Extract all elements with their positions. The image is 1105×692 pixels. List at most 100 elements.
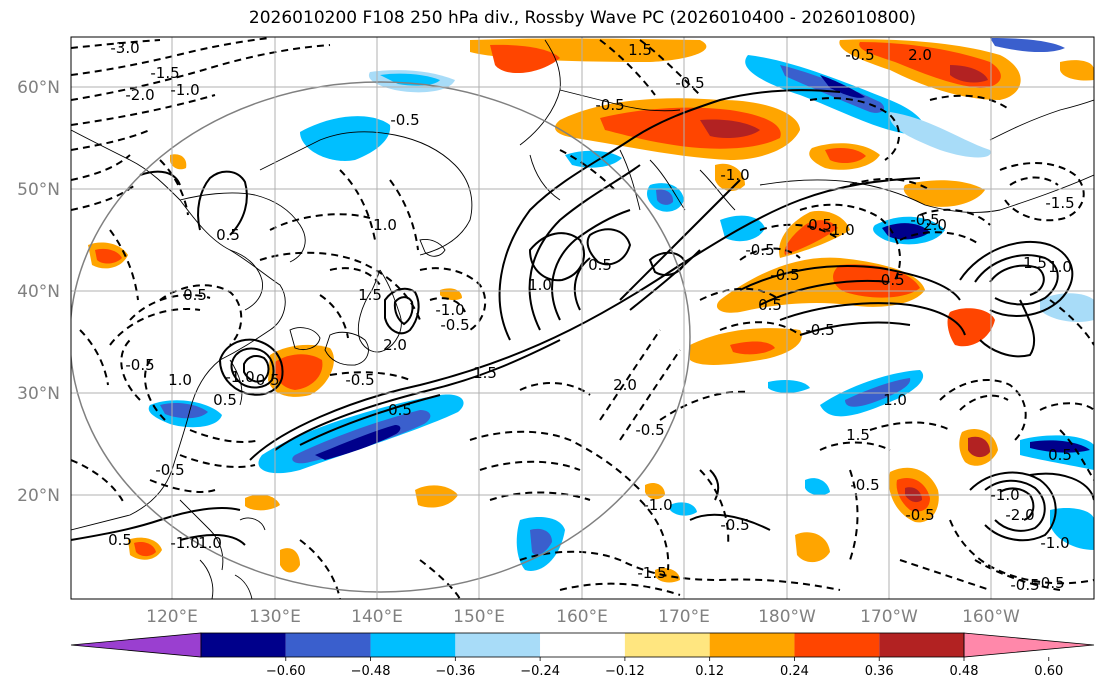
reference-circle [71,81,691,593]
contour-label: -1.0 [170,81,199,99]
contour-label: 1.0 [168,371,192,389]
latitude-labels: 60°N 50°N 40°N 30°N 20°N [17,78,60,506]
contour-label: -0.5 [675,74,704,92]
contour-label: -0.5 [745,241,774,259]
contour-label: 1.0 [528,276,552,294]
colorbar-tick-label: 0.12 [695,664,724,679]
colorbar-segment [370,633,456,657]
lon-label: 170°E [658,607,710,627]
contour-label: 1.0 [883,391,907,409]
contour-label: -1.0 [435,301,464,319]
contour-label: 1.0 [198,534,222,552]
contour-label: 0.5 [108,531,132,549]
colorbar-segment [624,633,710,657]
colorbar-tick-label: −0.24 [520,664,560,679]
contour-label: -2.0 [125,86,154,104]
contour-label: -0.5 [125,356,154,374]
contour-label: -1.0 [720,166,749,184]
contour-label: -0.5 [155,461,184,479]
contour-label: 1.5 [846,426,870,444]
contour-label: -1.0 [170,534,199,552]
lat-label: 20°N [17,486,60,506]
contour-label: -0.5 [845,46,874,64]
contour-label: -1.0 [990,486,1019,504]
contour-label: -0.5 [770,266,799,284]
colorbar-segment [709,633,795,657]
lat-label: 60°N [17,78,60,98]
contour-label: 2.0 [383,336,407,354]
negative-contours [71,37,1094,599]
colorbar-max-extend [963,632,1095,658]
colorbar-tick-label: −0.48 [351,664,391,679]
contour-label: -2.0 [1005,506,1034,524]
colorbar-min-extend [70,632,202,658]
divergence-shading-negative [148,38,1094,571]
contour-label: -0.5 [850,476,879,494]
contour-label: -0.5 [440,316,469,334]
longitude-labels: 120°E 130°E 140°E 150°E 160°E 170°E 180°W 170°W… [146,607,1020,627]
colorbar-segment [540,633,625,657]
colorbar-tick-label: −0.60 [266,664,306,679]
contour-label: 1.5 [628,41,652,59]
contour-label: -0.5 [250,371,279,389]
map-frame [70,36,1095,600]
colorbar-segment [455,633,541,657]
contour-label: -1.5 [637,564,666,582]
colorbar-segment [285,633,371,657]
contour-label: 1.5 [1023,254,1047,272]
contour-label: -1.0 [825,221,854,239]
contour-labels: -3.0-2.0-1.5-1.0-0.50.51.01.52.0-0.5-1.0… [108,39,1075,594]
contour-label: 1.5 [358,286,382,304]
contour-label: 2.0 [923,216,947,234]
colorbar-tick-label: −0.36 [435,664,475,679]
colorbar-segment [794,633,880,657]
contour-label: 0.5 [758,296,782,314]
contour-label: -1.0 [225,368,254,386]
contour-label: -0.5 [910,211,939,229]
contour-label: -0.5 [390,111,419,129]
contour-label: -1.5 [150,64,179,82]
contour-label: -1.5 [1045,194,1074,212]
contour-label: 0.5 [183,286,207,304]
colorbar-segment [201,633,286,657]
lon-label: 140°E [351,607,403,627]
contour-label: -0.5 [905,506,934,524]
contour-label: -0.5 [595,96,624,114]
contour-label: -0.5 [1035,574,1064,592]
contour-label: 2.0 [908,46,932,64]
colorbar-outline [200,632,965,658]
contour-label: 0.5 [213,391,237,409]
colorbar-segment [879,633,964,657]
lat-label: 50°N [17,180,60,200]
lon-label: 170°W [860,607,918,627]
contour-label: 0.5 [1048,446,1072,464]
contour-label: -0.5 [720,516,749,534]
lon-label: 160°W [962,607,1020,627]
colorbar-tick-label: 0.36 [865,664,894,679]
divergence-shading-positive [88,38,1094,583]
contour-label: 1.0 [1048,258,1072,276]
lon-label: 150°E [453,607,505,627]
lat-lon-grid [71,37,1094,599]
lon-label: 120°E [146,607,198,627]
colorbar-tick-label: 0.24 [780,664,809,679]
coastlines [71,39,1094,599]
contour-label: 1.0 [373,216,397,234]
colorbar-tick-label: 0.48 [950,664,979,679]
contour-label: 0.5 [216,226,240,244]
contour-label: -0.5 [345,371,374,389]
colorbar-tick-label: −0.12 [605,664,645,679]
contour-label: 0.5 [388,401,412,419]
contour-label: -0.5 [805,321,834,339]
contour-label: -0.5 [635,421,664,439]
colorbar: −0.60 −0.48 −0.36 −0.24 −0.12 0.12 0.24 0.36 0.4… [70,632,1095,679]
contour-label: -1.0 [643,496,672,514]
contour-label: 0.5 [808,216,832,234]
contour-label: -3.0 [110,39,139,57]
contour-label: -0.5 [875,271,904,289]
lon-label: 130°E [249,607,301,627]
contour-label: 2.0 [613,376,637,394]
contour-label: 0.5 [588,256,612,274]
